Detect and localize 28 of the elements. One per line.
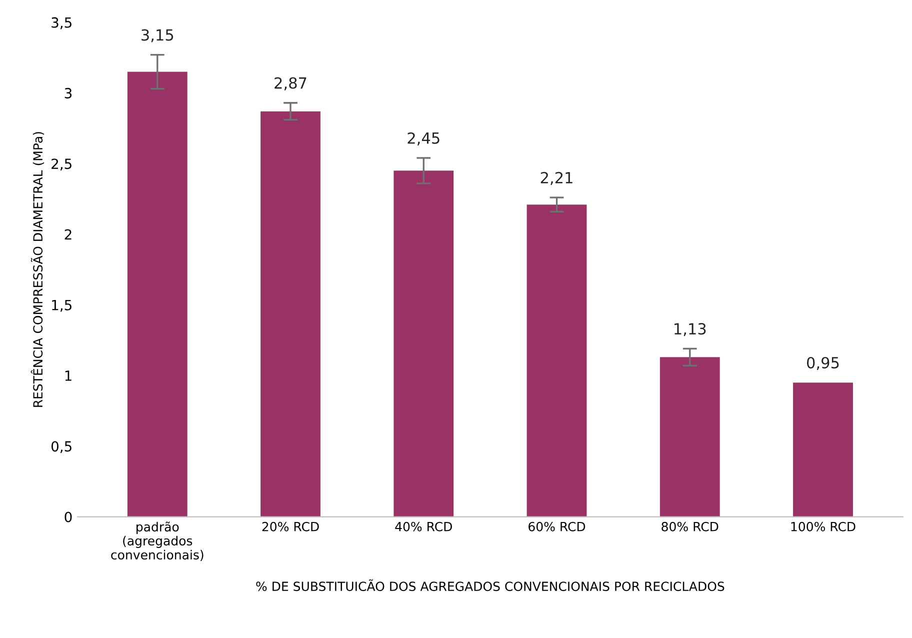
x-tick-label: padrão (agregados convencionais) <box>111 522 204 561</box>
data-label: 2,21 <box>540 172 572 185</box>
x-tick-label: 100% RCD <box>791 522 856 532</box>
y-tick-label: 1 <box>65 370 72 381</box>
data-label: 2,87 <box>274 77 306 90</box>
y-axis-title: RESTÊNCIA COMPRESSÃO DIAMETRAL (MPa) <box>30 132 44 407</box>
data-label: 2,45 <box>408 132 440 146</box>
bar <box>260 111 320 517</box>
y-tick-label: 1,5 <box>52 300 72 312</box>
x-tick-label: 60% RCD <box>528 522 586 532</box>
bar <box>526 204 587 517</box>
bar <box>793 382 853 517</box>
y-tick-label: 2,5 <box>52 158 72 170</box>
y-tick-label: 3 <box>64 88 72 98</box>
x-axis-title: % DE SUBSTITUICÃO DOS AGREGADOS CONVENCIONAIS POR RECICLADOS <box>256 579 724 592</box>
bar <box>660 357 720 517</box>
x-tick-label: 80% RCD <box>662 522 718 532</box>
y-tick-label: 3,5 <box>52 17 72 30</box>
data-label: 1,13 <box>674 323 706 336</box>
data-label: 0,95 <box>807 356 839 370</box>
y-tick-label: 2 <box>64 229 72 240</box>
y-tick-label: 0,5 <box>51 441 72 454</box>
x-tick-label: 20% RCD <box>262 522 319 532</box>
y-tick-label: 0 <box>64 512 72 522</box>
bar <box>127 72 188 517</box>
x-tick-label: 40% RCD <box>395 522 452 532</box>
bar <box>394 170 454 517</box>
data-label: 3,15 <box>142 29 174 42</box>
